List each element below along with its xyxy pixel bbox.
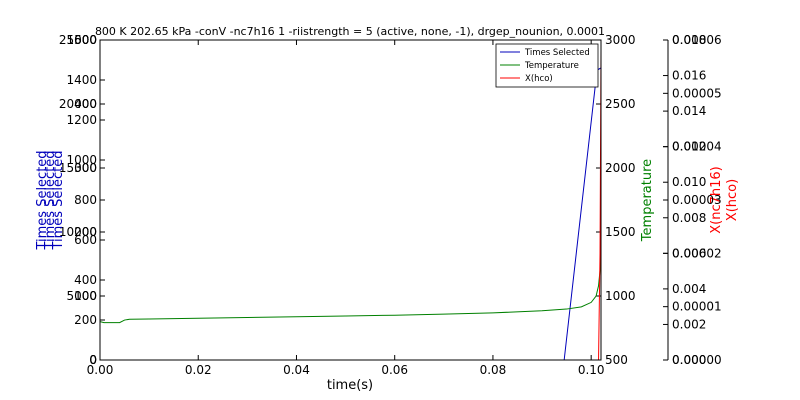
left-axis-tick-label: 600 [74, 233, 97, 247]
left-axis-tick-label: 300 [74, 161, 97, 175]
series-temperature [99, 244, 602, 324]
temperature-axis-tick-label: 2000 [605, 161, 636, 175]
species-axis-tick-label: 0.018 [672, 33, 706, 47]
x-axis-label: time(s) [327, 378, 373, 393]
species-axis-tick-label: 0.014 [672, 104, 706, 118]
right-axes: 50010001500200025003000Temperature0.0000… [596, 33, 740, 367]
x-axis: 0.00 0.02 0.04 0.06 0.08 0.10 [87, 40, 605, 377]
species-axis-tick-label: 0.008 [672, 211, 706, 225]
species-axis-tick-label: 0.002 [672, 317, 706, 331]
left-axis-label: Times Selected [43, 150, 58, 250]
legend-label: Times Selected [524, 48, 590, 58]
left-axis-tick-label: 0 [89, 353, 97, 367]
left-axis-tick-label: 1000 [66, 153, 97, 167]
left-axis-tick-label: 1400 [66, 73, 97, 87]
left-axis-tick-label: 15000 [59, 161, 97, 175]
species-axis-tick-label: 0.00005 [672, 86, 722, 100]
temperature-axis-tick-label: 3000 [605, 33, 636, 47]
left-axis-tick-label: 0 [89, 353, 97, 367]
species-axis-tick-label: 0.00006 [672, 33, 722, 47]
temperature-axis-tick-label: 500 [605, 353, 628, 367]
species-axis-tick-label: 0.012 [672, 140, 706, 154]
legend-label: Temperature [524, 61, 579, 71]
temperature-axis-tick-label: 1500 [605, 225, 636, 239]
species-axis-tick-label: 0.00002 [672, 246, 722, 260]
species-axis-tick-label: 0.016 [672, 69, 706, 83]
left-axis-tick-label: 1200 [66, 113, 97, 127]
left-axis-tick-label: 10000 [59, 225, 97, 239]
x-tick-label: 0.10 [578, 363, 605, 377]
species-axis-label: X(hco) [725, 179, 740, 221]
species-axis-tick-label: 0.00001 [672, 300, 722, 314]
left-axis-tick-label: 25000 [59, 33, 97, 47]
x-tick-label: 0.02 [185, 363, 212, 377]
left-axis-tick-label: 500 [74, 33, 97, 47]
species-axis-tick-label: 0.006 [672, 246, 706, 260]
left-axis-tick-label: 0 [89, 353, 97, 367]
left-axis-tick-label: 400 [74, 97, 97, 111]
legend-label: X(hco) [525, 74, 553, 84]
left-axis-tick-label: 200 [74, 313, 97, 327]
species-axis-tick-label: 0.004 [672, 282, 706, 296]
species-axis-tick-label: 0.00004 [672, 140, 722, 154]
species-axis-tick-label: 0.00003 [672, 193, 722, 207]
left-axis-tick-label: 1600 [66, 33, 97, 47]
left-axis-tick-label: 100 [74, 289, 97, 303]
left-axis-tick-label: 20000 [59, 97, 97, 111]
species-axis-tick-label: 0.000 [672, 353, 706, 367]
left-axis-tick-label: 5000 [66, 289, 97, 303]
temperature-axis-tick-label: 2500 [605, 97, 636, 111]
left-axis-tick-label: 800 [74, 193, 97, 207]
x-tick-label: 0.06 [381, 363, 408, 377]
x-tick-label: 0.08 [480, 363, 507, 377]
left-axis-tick-label: 200 [74, 225, 97, 239]
species-axis-tick-label: 0.00000 [672, 353, 722, 367]
legend: Times Selected Temperature X(hco) [495, 43, 599, 88]
x-tick-label: 0.00 [87, 363, 114, 377]
left-axis-label: Times Selected [51, 150, 66, 250]
chart-title: 800 K 202.65 kPa -conV -nc7h16 1 -riistr… [95, 25, 605, 38]
species-axis-tick-label: 0.010 [672, 175, 706, 189]
species-axis-label: X(nc7h16) [709, 166, 724, 234]
plot-frame [99, 39, 602, 361]
temperature-axis-label: Temperature [640, 159, 655, 242]
left-axis-label: Times Selected [35, 150, 50, 250]
x-tick-label: 0.04 [283, 363, 310, 377]
temperature-axis-tick-label: 1000 [605, 289, 636, 303]
left-axis-tick-label: 400 [74, 273, 97, 287]
